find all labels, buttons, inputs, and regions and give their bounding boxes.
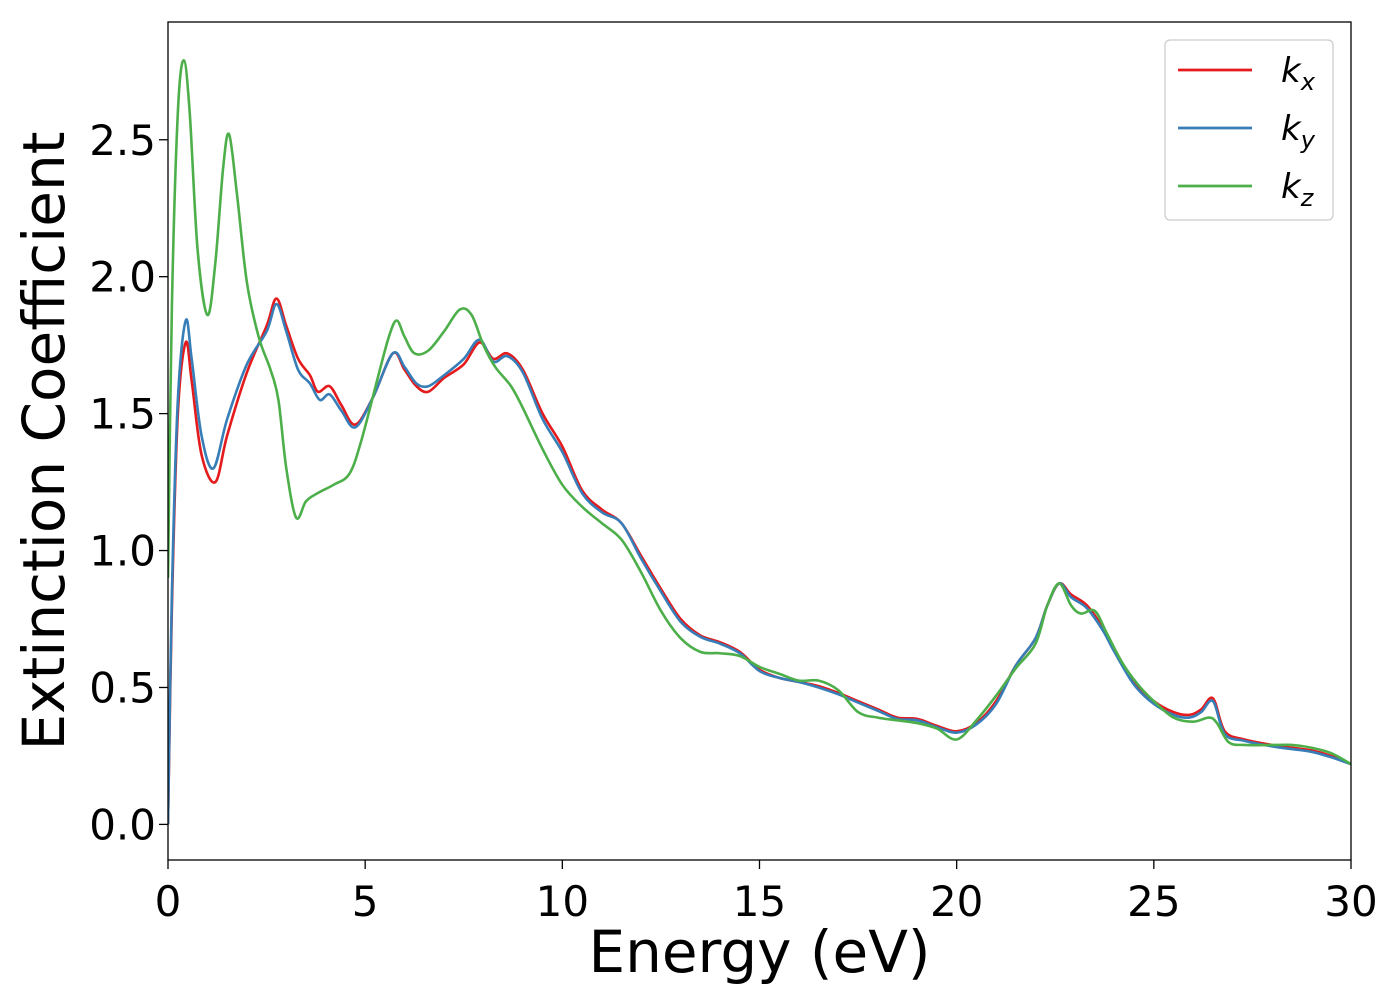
y-tick-label: 2.5 xyxy=(89,116,156,165)
x-tick-label: 10 xyxy=(536,877,589,926)
x-tick-label: 20 xyxy=(930,877,983,926)
series-line-kz xyxy=(168,59,1351,766)
x-tick-label: 30 xyxy=(1324,877,1377,926)
x-tick-label: 0 xyxy=(155,877,182,926)
legend-label-kx: kx xyxy=(1281,51,1316,96)
series-layer xyxy=(168,59,1351,825)
legend: kx ky kz xyxy=(1164,39,1334,221)
y-tick-label: 2.0 xyxy=(89,253,156,302)
x-tick-label: 5 xyxy=(352,877,379,926)
x-axis: 0 5 10 15 20 25 30 xyxy=(155,860,1378,926)
x-axis-label: Energy (eV) xyxy=(588,918,930,986)
y-tick-label: 1.0 xyxy=(89,527,156,576)
y-axis-label: Extinction Coefficient xyxy=(10,132,78,751)
x-tick-label: 25 xyxy=(1127,877,1180,926)
series-line-kx xyxy=(168,297,1351,825)
y-tick-label: 0.0 xyxy=(89,800,156,849)
legend-label-ky: ky xyxy=(1281,109,1316,154)
y-tick-label: 1.5 xyxy=(89,390,156,439)
legend-label-kz: kz xyxy=(1281,167,1315,212)
x-tick-label: 15 xyxy=(733,877,786,926)
legend-box xyxy=(1164,39,1334,221)
y-tick-label: 0.5 xyxy=(89,663,156,712)
series-line-ky xyxy=(168,302,1351,825)
y-axis: 0.0 0.5 1.0 1.5 2.0 2.5 xyxy=(89,116,168,849)
